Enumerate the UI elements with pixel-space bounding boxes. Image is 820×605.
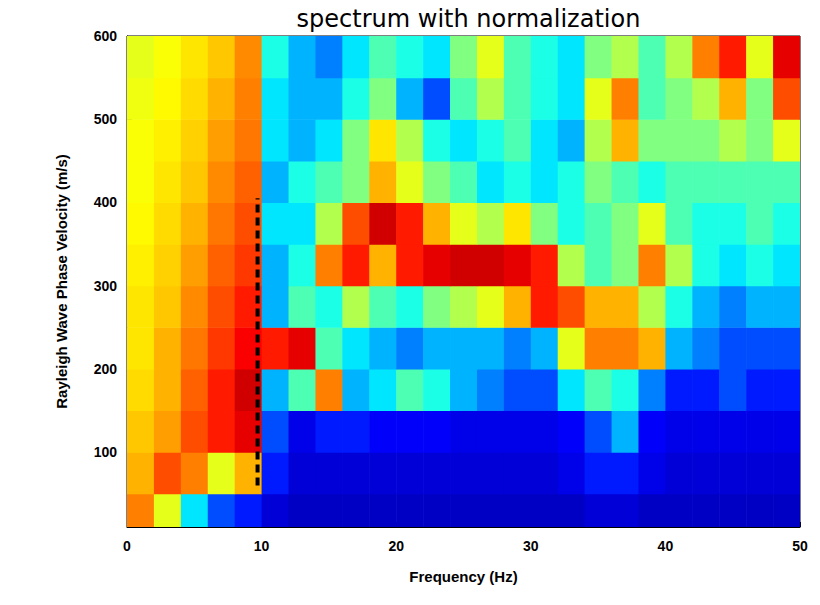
svg-text:100: 100 (94, 444, 118, 460)
svg-text:20: 20 (388, 538, 404, 554)
svg-text:Frequency (Hz): Frequency (Hz) (409, 568, 517, 585)
svg-text:spectrum with normalization: spectrum with normalization (297, 5, 641, 33)
svg-text:600: 600 (94, 28, 118, 44)
svg-text:30: 30 (523, 538, 539, 554)
svg-text:50: 50 (792, 538, 808, 554)
svg-text:400: 400 (94, 194, 118, 210)
svg-text:Rayleigh Wave Phase Velocity (: Rayleigh Wave Phase Velocity (m/s) (53, 154, 70, 409)
svg-text:0: 0 (123, 538, 131, 554)
svg-text:40: 40 (658, 538, 674, 554)
svg-text:300: 300 (94, 278, 118, 294)
svg-text:200: 200 (94, 361, 118, 377)
svg-text:10: 10 (254, 538, 270, 554)
svg-text:500: 500 (94, 111, 118, 127)
